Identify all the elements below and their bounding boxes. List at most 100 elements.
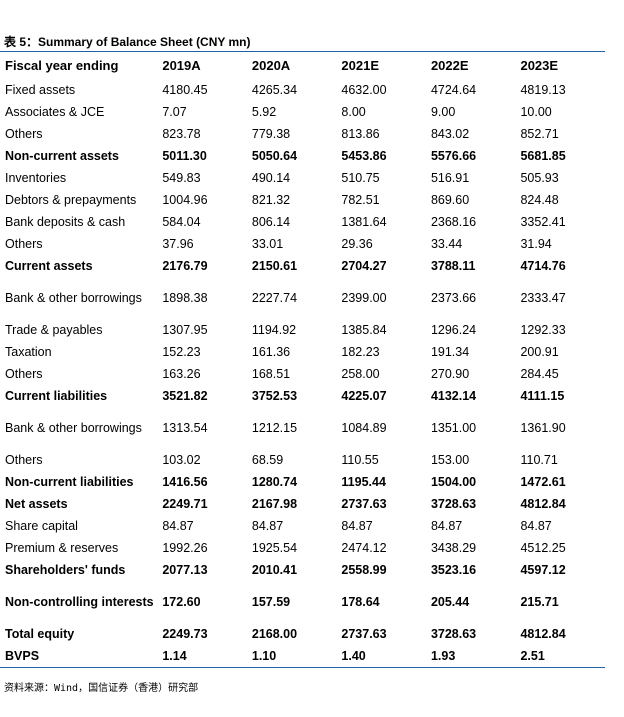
row-value: 4512.25 — [520, 541, 566, 555]
row-value: 1292.33 — [520, 323, 566, 337]
table-row: Non-current assets 5011.30 5050.64 5453.86 5… — [0, 145, 605, 167]
row-value: 1992.26 — [162, 541, 208, 555]
row-value: 3788.11 — [430, 259, 476, 273]
row-label: Current assets — [5, 258, 93, 273]
row-value: 1416.56 — [162, 475, 208, 489]
row-value: 3523.16 — [430, 563, 477, 577]
row-value: 3352.41 — [520, 215, 566, 229]
row-value: 284.45 — [520, 367, 559, 381]
row-value: 4225.07 — [341, 389, 387, 403]
header-label: Fiscal year ending — [5, 58, 119, 73]
row-value: 168.51 — [251, 367, 291, 381]
table-row: BVPS 1.14 1.10 1.40 1.93 2.51 — [0, 645, 605, 667]
row-value: 37.96 — [162, 237, 194, 251]
row-value: 3521.82 — [162, 389, 208, 403]
row-value: 2558.99 — [341, 563, 387, 577]
row-value: 3438.29 — [430, 541, 477, 555]
table-row: Taxation 152.23 161.36 182.23 191.34 200.91 — [0, 341, 605, 363]
row-label: Non-current assets — [5, 148, 119, 163]
balance-sheet-table: Fiscal year ending 2019A 2020A 2021E 202… — [0, 51, 605, 668]
row-value: 2737.63 — [341, 627, 387, 641]
table-row: Bank deposits & cash 584.04 806.14 1381.64 2… — [0, 211, 605, 233]
row-value: 4812.84 — [520, 497, 566, 511]
row-value: 161.36 — [251, 345, 291, 359]
row-value: 110.71 — [520, 453, 558, 467]
row-value: 5681.85 — [520, 149, 566, 163]
row-value: 1212.15 — [251, 421, 298, 435]
row-value: 10.00 — [520, 105, 552, 119]
table-row: Inventories 549.83 490.14 510.75 516.91 505.9… — [0, 167, 605, 189]
source-note: 资料来源：Wind，国信证券（香港）研究部 — [4, 683, 199, 694]
row-value: 4597.12 — [520, 563, 566, 577]
row-value: 1194.92 — [251, 323, 297, 337]
table-row: Debtors & prepayments 1004.96 821.32 782.51… — [0, 189, 605, 211]
row-value: 1296.24 — [430, 323, 477, 337]
table-row: Total equity 2249.73 2168.00 2737.63 3728.63… — [0, 623, 605, 645]
row-label: Bank deposits & cash — [5, 214, 126, 229]
row-value: 1472.61 — [520, 475, 566, 489]
row-value: 33.01 — [251, 237, 284, 251]
table-row: Fixed assets 4180.45 4265.34 4632.00 4724.64… — [0, 79, 605, 101]
table-row: Premium & reserves 1992.26 1925.54 2474.12 3… — [0, 537, 605, 559]
row-label: Premium & reserves — [5, 540, 119, 555]
row-value: 869.60 — [430, 193, 470, 207]
table-row: Bank & other borrowings 1313.54 1212.15 108… — [0, 407, 605, 449]
row-value: 9.00 — [430, 105, 456, 119]
row-value: 2176.79 — [162, 259, 208, 273]
row-value: 824.48 — [520, 193, 559, 207]
row-label: Shareholders' funds — [5, 562, 126, 577]
row-value: 182.23 — [341, 345, 380, 359]
row-value: 2474.12 — [341, 541, 387, 555]
row-value: 813.86 — [341, 127, 380, 141]
row-label: Others — [5, 236, 43, 251]
row-label: Taxation — [5, 344, 52, 359]
row-value: 84.87 — [430, 519, 463, 533]
table-row: Share capital 84.87 84.87 84.87 84.87 84.87 — [0, 515, 605, 537]
row-value: 1898.38 — [162, 291, 208, 305]
row-value: 1.10 — [251, 649, 277, 663]
table-row: Others 163.26 168.51 258.00 270.90 284.45 — [0, 363, 605, 385]
row-value: 1004.96 — [162, 193, 208, 207]
table-row: Bank & other borrowings 1898.38 2227.74 239… — [0, 277, 605, 319]
row-value: 68.59 — [251, 453, 284, 467]
row-value: 29.36 — [341, 237, 373, 251]
row-value: 4724.64 — [430, 83, 477, 97]
row-value: 215.71 — [520, 595, 559, 609]
row-label: Others — [5, 366, 43, 381]
row-value: 1.40 — [341, 649, 366, 663]
row-label: Net assets — [5, 496, 68, 511]
row-label: BVPS — [5, 648, 40, 663]
row-value: 4265.34 — [251, 83, 298, 97]
table-row: Associates & JCE 7.07 5.92 8.00 9.00 10.00 — [0, 101, 605, 123]
row-label: Total equity — [5, 626, 75, 641]
row-label: Bank & other borrowings — [5, 290, 142, 305]
header-year: 2022E — [430, 58, 469, 73]
table-row: Others 103.02 68.59 110.55 153.00 110.71 — [0, 449, 605, 471]
row-value: 2373.66 — [430, 291, 477, 305]
row-value: 2249.73 — [162, 627, 208, 641]
row-value: 549.83 — [162, 171, 201, 185]
row-value: 5453.86 — [341, 149, 387, 163]
row-value: 5011.30 — [162, 149, 207, 163]
row-value: 2168.00 — [251, 627, 298, 641]
row-label: Bank & other borrowings — [5, 420, 142, 435]
header-year: 2019A — [162, 58, 201, 73]
row-value: 852.71 — [520, 127, 559, 141]
row-value: 163.26 — [162, 367, 201, 381]
row-value: 7.07 — [162, 105, 187, 119]
row-value: 2077.13 — [162, 563, 208, 577]
row-value: 1385.84 — [341, 323, 387, 337]
row-value: 1084.89 — [341, 421, 387, 435]
table-row: Others 823.78 779.38 813.86 843.02 852.71 — [0, 123, 605, 145]
row-label: Non-current liabilities — [5, 474, 134, 489]
row-value: 782.51 — [341, 193, 380, 207]
row-value: 3728.63 — [430, 497, 477, 511]
row-label: Non-controlling interests — [5, 594, 154, 609]
row-value: 178.64 — [341, 595, 380, 609]
table-row: Non-current liabilities 1416.56 1280.74 119… — [0, 471, 605, 493]
row-value: 5.92 — [251, 105, 277, 119]
row-value: 258.00 — [341, 367, 380, 381]
row-value: 2737.63 — [341, 497, 387, 511]
row-value: 205.44 — [430, 595, 470, 609]
row-value: 5050.64 — [251, 149, 298, 163]
